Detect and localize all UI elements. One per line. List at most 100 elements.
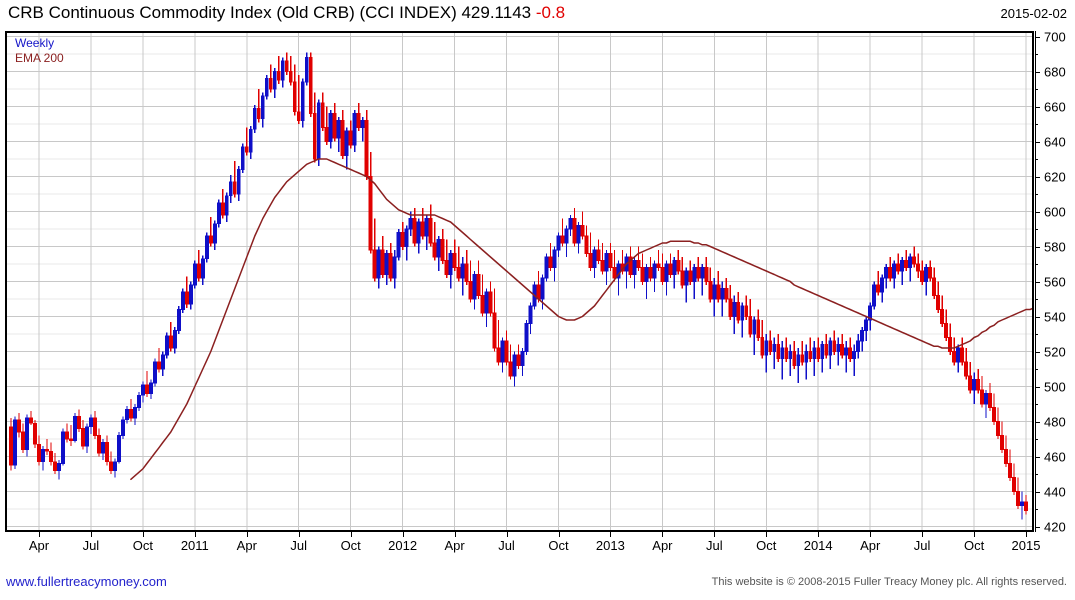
y-axis-tick (1035, 351, 1040, 353)
x-axis-tick (558, 532, 560, 537)
x-axis-label: Oct (340, 538, 361, 553)
chart-header: CRB Continuous Commodity Index (Old CRB)… (0, 0, 1075, 28)
y-axis-minor-tick (1035, 54, 1038, 55)
copyright-text: This website is © 2008-2015 Fuller Treac… (711, 576, 1067, 588)
y-axis-tick (1035, 491, 1040, 493)
x-axis-tick (662, 532, 664, 537)
y-axis-tick (1035, 211, 1040, 213)
x-axis-label: 2014 (803, 538, 833, 553)
y-axis-label: 660 (1044, 99, 1066, 114)
x-axis-tick (246, 532, 248, 537)
y-axis-label: 520 (1044, 344, 1066, 359)
x-axis-tick (714, 532, 716, 537)
x-axis-label: 2013 (595, 538, 625, 553)
site-link[interactable]: www.fullertreacymoney.com (6, 574, 167, 589)
x-axis-label: Jul (498, 538, 515, 553)
y-axis-label: 500 (1044, 379, 1066, 394)
legend-overlay-label: EMA 200 (15, 51, 64, 65)
x-axis-tick (610, 532, 612, 537)
x-axis-tick (298, 532, 300, 537)
x-axis-tick (402, 532, 404, 537)
x-axis-tick (350, 532, 352, 537)
y-axis-label: 680 (1044, 64, 1066, 79)
y-axis-minor-tick (1035, 474, 1038, 475)
y-axis-minor-tick (1035, 124, 1038, 125)
legend-series-label: Weekly (15, 36, 55, 50)
x-axis-label: Oct (963, 538, 985, 553)
y-axis-minor-tick (1035, 229, 1038, 230)
x-axis-label: 2011 (180, 538, 209, 553)
y-axis-label: 540 (1044, 309, 1066, 324)
x-axis-tick (766, 532, 768, 537)
y-axis-minor-tick (1035, 334, 1038, 335)
x-axis-label: Oct (756, 538, 777, 553)
y-axis-tick (1035, 141, 1040, 143)
y-axis-minor-tick (1035, 299, 1038, 300)
x-axis-label: Jul (290, 538, 307, 553)
x-axis-label: Apr (28, 538, 50, 553)
x-axis-label: Jul (705, 538, 723, 553)
chart-footer: www.fullertreacymoney.com This website i… (0, 572, 1075, 600)
y-axis-minor-tick (1035, 89, 1038, 90)
y-axis-label: 700 (1044, 29, 1066, 44)
y-axis-tick (1035, 316, 1040, 318)
x-axis-label: Oct (548, 538, 569, 553)
chart-legend: Weekly EMA 200 (15, 36, 64, 66)
x-axis-tick (142, 532, 144, 537)
y-axis-label: 640 (1044, 134, 1066, 149)
x-axis-label: Apr (444, 538, 465, 553)
x-axis-tick (922, 532, 924, 537)
y-axis-label: 560 (1044, 274, 1066, 289)
x-axis-tick (818, 532, 820, 537)
x-axis-label: Apr (652, 538, 673, 553)
x-axis-label: Jul (913, 538, 931, 553)
y-axis-label: 440 (1044, 484, 1066, 499)
y-axis-tick (1035, 71, 1040, 73)
x-axis-label: 2015 (1011, 538, 1041, 553)
y-axis-tick (1035, 386, 1040, 388)
y-axis-label: 580 (1044, 239, 1066, 254)
y-axis-minor-tick (1035, 404, 1038, 405)
y-axis-label: 620 (1044, 169, 1066, 184)
y-axis-minor-tick (1035, 509, 1038, 510)
y-axis-tick (1035, 281, 1040, 283)
x-axis-label: Apr (860, 538, 881, 553)
x-axis-label: 2012 (388, 538, 418, 553)
y-axis-minor-tick (1035, 439, 1038, 440)
page-title: CRB Continuous Commodity Index (Old CRB)… (8, 3, 565, 23)
y-axis-tick (1035, 526, 1040, 528)
candlestick-canvas (7, 33, 1032, 530)
x-axis-tick (454, 532, 456, 537)
y-axis-label: 480 (1044, 414, 1066, 429)
plot-area[interactable]: Weekly EMA 200 (5, 31, 1034, 532)
y-axis-minor-tick (1035, 159, 1038, 160)
y-axis-tick (1035, 176, 1040, 178)
y-axis-minor-tick (1035, 369, 1038, 370)
y-axis-label: 460 (1044, 449, 1066, 464)
x-axis-tick (974, 532, 976, 537)
x-axis-tick (506, 532, 508, 537)
x-axis-tick (194, 532, 196, 537)
title-text: CRB Continuous Commodity Index (Old CRB)… (8, 3, 532, 22)
y-axis-minor-tick (1035, 194, 1038, 195)
x-axis-tick (1026, 532, 1027, 537)
x-axis: Apr Jul Oct 2011 Apr Jul Oct 2012 Apr Jul Oct 2013 A… (5, 532, 1040, 558)
y-axis-tick (1035, 106, 1040, 108)
x-axis-tick (39, 532, 40, 537)
x-axis-label: Apr (236, 538, 257, 553)
y-axis-label: 600 (1044, 204, 1066, 219)
y-axis-label: 420 (1044, 519, 1066, 534)
x-axis-tick (870, 532, 872, 537)
y-axis-tick (1035, 36, 1040, 38)
y-axis-tick (1035, 456, 1040, 458)
y-axis-tick (1035, 246, 1040, 248)
price-change: -0.8 (535, 3, 566, 22)
y-axis-minor-tick (1035, 264, 1038, 265)
x-axis-label: Jul (82, 538, 100, 553)
x-axis-tick (90, 532, 92, 537)
chart-date: 2015-02-02 (1000, 6, 1068, 21)
y-axis: 420 440 460 480 500 520 540 560 580 600 620 640 660 6… (1035, 29, 1075, 534)
x-axis-label: Oct (132, 538, 154, 553)
y-axis-tick (1035, 421, 1040, 423)
